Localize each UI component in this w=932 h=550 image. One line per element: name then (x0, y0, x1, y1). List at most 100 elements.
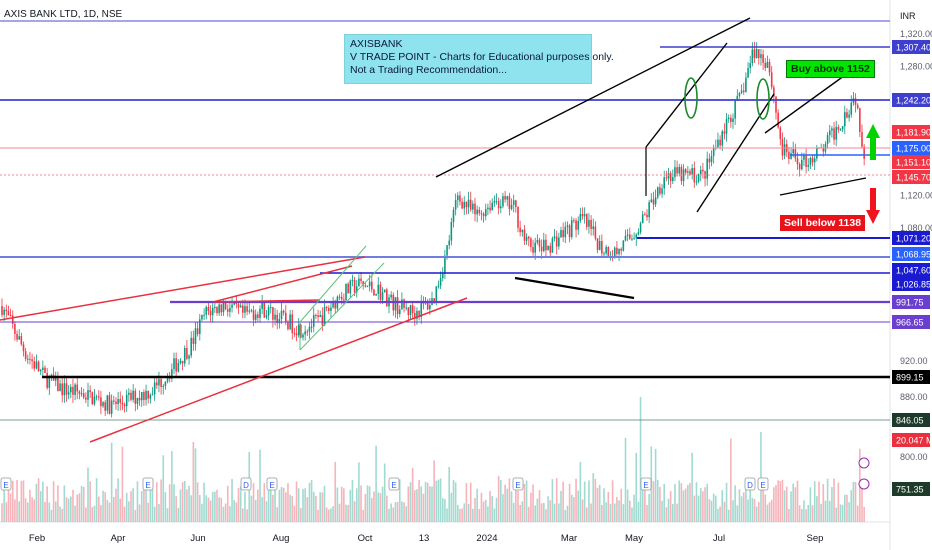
volume-bar (392, 507, 395, 522)
price-tag (892, 141, 930, 155)
candle-body (667, 173, 670, 179)
volume-bar (102, 490, 104, 522)
volume-bar (811, 505, 814, 522)
candle-body (186, 348, 188, 359)
candle-body (173, 358, 175, 370)
pennant-lower (779, 177, 867, 196)
volume-bar (480, 492, 483, 522)
x-tick-label: Apr (111, 533, 126, 544)
candle-body (839, 129, 842, 131)
volume-bar (663, 483, 665, 522)
volume-bar (562, 481, 564, 522)
candle-body (353, 280, 356, 293)
volume-bar (844, 494, 846, 522)
candle-body (446, 245, 448, 256)
volume-bar (205, 495, 208, 522)
volume-bar (697, 495, 700, 522)
candle-body (22, 344, 25, 352)
candle-body (745, 77, 747, 92)
volume-bar (371, 498, 373, 522)
candle-body (72, 386, 74, 395)
volume-bar (594, 478, 597, 522)
event-icon-label: D (243, 481, 249, 490)
volume-bar (493, 508, 496, 522)
candle-body (261, 302, 263, 309)
volume-bar (368, 486, 371, 522)
volume-bar (179, 489, 182, 522)
volume-bar (500, 480, 502, 522)
price-tag (892, 93, 930, 107)
candle-body (39, 369, 42, 372)
candle-body (104, 402, 106, 411)
volume-bar (67, 498, 70, 522)
candle-body (547, 245, 549, 251)
volume-bar (577, 490, 579, 522)
price-tag (892, 125, 930, 139)
candle-body (257, 314, 259, 318)
price-tag-label: 1,307.40 (896, 43, 931, 53)
volume-bar (325, 507, 328, 522)
candle-body (448, 240, 450, 246)
candle-body (5, 309, 8, 312)
candle-body (497, 201, 500, 209)
volume-bar (9, 493, 12, 522)
volume-bar (747, 499, 749, 522)
y-tick-label: 800.00 (900, 452, 928, 462)
candle-body (183, 348, 186, 364)
candle-body (231, 304, 233, 308)
volume-bar (583, 481, 586, 522)
volume-bar (779, 481, 782, 522)
candle-body (831, 128, 833, 131)
sell-arrow-icon (866, 188, 880, 224)
event-icon (142, 477, 154, 491)
candle-body (742, 90, 745, 92)
candle-body (773, 87, 775, 97)
candle-body (46, 372, 48, 388)
volume-bar (441, 498, 444, 522)
volume-bar (601, 504, 603, 522)
volume-bar (145, 486, 147, 522)
candle-body (63, 383, 66, 396)
candle-body (254, 314, 257, 320)
price-tag-label: 1,068.95 (896, 250, 931, 260)
volume-bar (822, 484, 825, 522)
candle-body (151, 394, 154, 396)
volume-bar (803, 500, 805, 522)
volume-bar (315, 495, 317, 522)
candle-body (659, 187, 661, 194)
candle-body (510, 204, 513, 209)
volume-bar (785, 486, 788, 522)
candle-body (848, 114, 850, 118)
candle-body (401, 299, 403, 310)
volume-bar (18, 501, 20, 522)
candle-body (809, 157, 812, 165)
candle-body (581, 214, 584, 217)
candle-body (788, 151, 790, 159)
candle-body (377, 284, 380, 294)
volume-bar (773, 487, 775, 522)
candle-body (160, 379, 162, 387)
candle-body (7, 311, 10, 316)
price-tag (892, 155, 930, 169)
volume-bar (74, 505, 76, 522)
volume-bar (783, 490, 786, 522)
volume-bar (409, 482, 412, 522)
volume-bar (3, 485, 5, 522)
volume-bar (91, 507, 94, 522)
volume-bar (388, 508, 390, 522)
volume-bar (302, 489, 304, 522)
volume-bar (693, 495, 696, 522)
candle-body (24, 351, 27, 359)
volume-bar (422, 493, 425, 522)
candle-body (480, 213, 483, 215)
volume-bar (852, 481, 855, 522)
x-tick-label: Jul (713, 533, 725, 544)
volume-bar (781, 479, 784, 522)
volume-bar (777, 480, 779, 522)
volume-bar (626, 489, 629, 522)
volume-bar (540, 503, 543, 522)
candle-body (828, 130, 831, 136)
volume-bar (147, 502, 149, 522)
